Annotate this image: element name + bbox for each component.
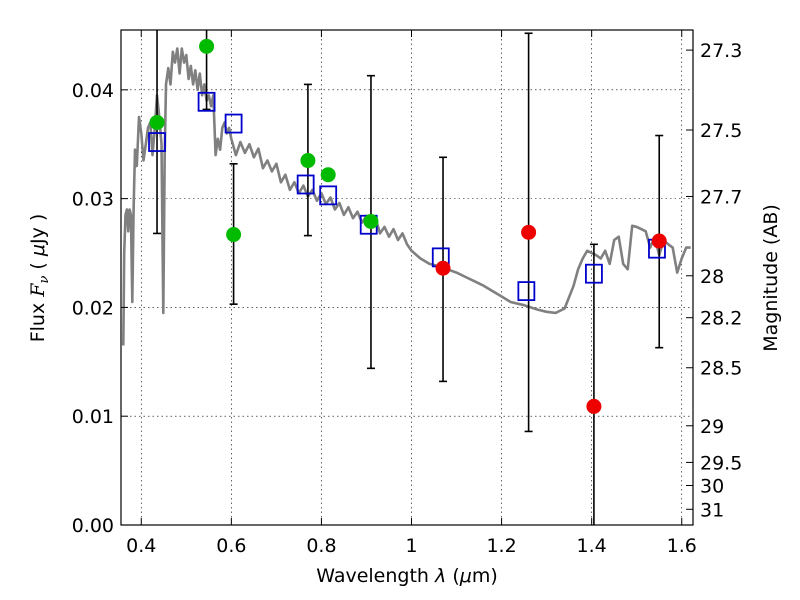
observed-point [586, 398, 602, 414]
y-axis-label: Flux Fν ( μJy ) [27, 214, 52, 343]
y-tick-label: 0.01 [72, 406, 114, 428]
model-band-marker [224, 113, 243, 134]
x-tick-label: 1.6 [667, 535, 697, 557]
model-band-marker [148, 132, 166, 152]
plot-frame [120, 29, 694, 526]
x-tick-label: 0.8 [306, 535, 336, 557]
model-band-marker [296, 174, 315, 195]
y-tick-label: 0.04 [72, 80, 114, 102]
observed-point [149, 114, 165, 130]
magnitude-tick-label: 31 [700, 499, 724, 521]
model-band-marker [517, 281, 536, 301]
observed-point [363, 213, 379, 229]
magnitude-tick-label: 28.5 [700, 358, 742, 380]
grid [121, 30, 693, 525]
x-axis-label: Wavelength λ (μm) [316, 565, 498, 587]
observed-point [320, 167, 336, 183]
x-tick-label: 1 [405, 535, 417, 557]
model-band-marker [585, 263, 603, 284]
magnitude-tick-label: 28 [700, 266, 724, 288]
magnitude-tick-label: 28.2 [700, 308, 742, 330]
observed-point [226, 227, 242, 243]
magnitude-tick-label: 29 [700, 416, 724, 438]
y-tick-label: 0.03 [72, 189, 114, 211]
observed-point [521, 224, 537, 240]
observed-point [651, 233, 667, 249]
x-tick-label: 1.2 [486, 535, 516, 557]
x-tick-label: 1.4 [577, 535, 607, 557]
x-tick-label: 0.6 [216, 535, 246, 557]
observed-point [199, 38, 215, 54]
magnitude-tick-label: 27.5 [700, 120, 742, 142]
magnitude-tick-label: 30 [700, 476, 724, 498]
model-band-marker [197, 91, 216, 112]
observed-points [149, 38, 667, 414]
x-tick-label: 0.4 [126, 535, 156, 557]
observed-point [435, 260, 451, 276]
y-tick-label: 0.00 [72, 515, 114, 537]
y-tick-label: 0.02 [72, 297, 114, 319]
observed-point [300, 153, 316, 169]
magnitude-tick-label: 29.5 [700, 452, 742, 474]
magnitude-axis-label: Magnitude (AB) [760, 204, 782, 352]
axis-ticks: 0.4 0.6 0.8 1 1.2 1.4 1.6 0.00 0.01 0.02 0.03 0.04 2… [72, 30, 742, 557]
magnitude-tick-label: 27.7 [700, 186, 742, 208]
model-band-marker [319, 185, 338, 206]
magnitude-tick-label: 27.3 [700, 40, 742, 62]
